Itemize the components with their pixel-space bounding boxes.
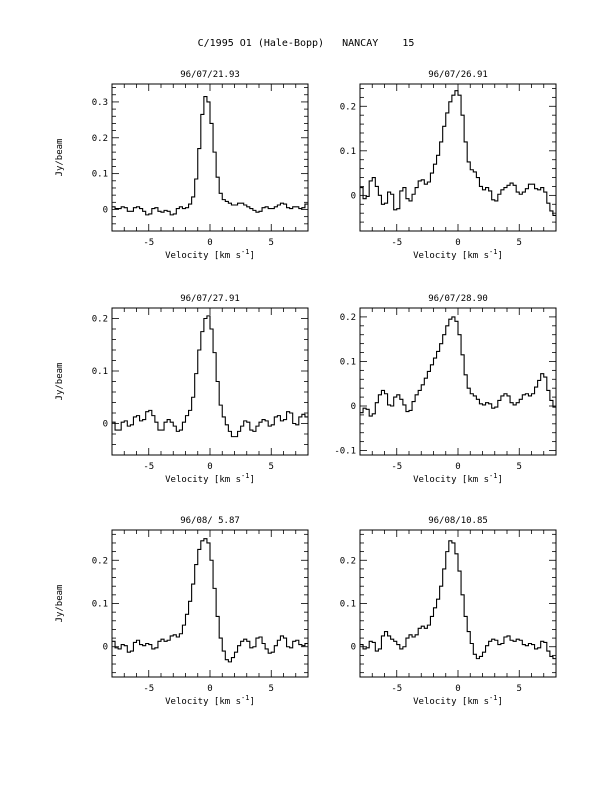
y-axis-label: Jy/beam bbox=[55, 585, 65, 623]
panel-3: 96/07/27.91 -5 0 5 0 0.1 0.2 Velocity [km s-1] J… bbox=[55, 294, 309, 485]
x-tick-label: 5 bbox=[269, 238, 274, 248]
x-axis-label: Velocity [km s-1] bbox=[413, 694, 503, 707]
y-tick-label: 0.1 bbox=[340, 600, 356, 610]
x-tick-label: 5 bbox=[517, 238, 522, 248]
x-tick-label: 0 bbox=[207, 238, 212, 248]
y-axis-label: Jy/beam bbox=[55, 363, 65, 401]
plot-frame bbox=[111, 307, 309, 456]
panel-2: 96/07/26.91 -5 0 5 0 0.1 0.2 Velocity [km s-1] bbox=[340, 70, 557, 261]
x-axis-label: Velocity [km s-1] bbox=[413, 472, 503, 485]
y-tick-label: 0.1 bbox=[92, 170, 108, 180]
x-axis-label: Velocity [km s-1] bbox=[165, 248, 255, 261]
y-tick-label: 0.2 bbox=[92, 134, 108, 144]
panel-title: 96/08/10.85 bbox=[428, 516, 488, 526]
y-tick-label: 0.2 bbox=[92, 556, 108, 566]
x-tick-label: 0 bbox=[207, 462, 212, 472]
x-axis-label: Velocity [km s-1] bbox=[165, 694, 255, 707]
x-tick-label: 5 bbox=[269, 462, 274, 472]
x-tick-label: 0 bbox=[455, 238, 460, 248]
y-tick-label: 0 bbox=[351, 402, 356, 412]
x-tick-label: 0 bbox=[455, 462, 460, 472]
x-axis-label: Velocity [km s-1] bbox=[165, 472, 255, 485]
y-tick-label: 0.1 bbox=[340, 357, 356, 367]
y-tick-label: 0 bbox=[103, 420, 108, 430]
panel-4: 96/07/28.90 -5 0 5 -0.1 0 0.1 0.2 Velocity [km s… bbox=[334, 294, 557, 485]
spectrum-line bbox=[360, 540, 556, 660]
panel-title: 96/07/21.93 bbox=[180, 70, 240, 80]
spectrum-line bbox=[112, 315, 308, 438]
x-tick-label: 0 bbox=[207, 684, 212, 694]
x-tick-label: -5 bbox=[143, 462, 154, 472]
x-tick-label: 5 bbox=[517, 462, 522, 472]
plot-frame bbox=[359, 83, 557, 232]
y-tick-label: 0.2 bbox=[340, 313, 356, 323]
y-tick-label: 0.2 bbox=[92, 315, 108, 325]
spectrum-line bbox=[112, 96, 308, 216]
spectrum-line bbox=[112, 538, 308, 663]
panel-title: 96/08/ 5.87 bbox=[180, 516, 240, 526]
x-tick-label: -5 bbox=[391, 462, 402, 472]
y-tick-label: 0.2 bbox=[340, 556, 356, 566]
y-tick-label: 0 bbox=[103, 205, 108, 215]
x-tick-label: 5 bbox=[517, 684, 522, 694]
x-tick-label: -5 bbox=[391, 238, 402, 248]
spectrum-line bbox=[360, 316, 556, 417]
y-tick-label: -0.1 bbox=[334, 447, 356, 457]
y-tick-label: 0.1 bbox=[92, 600, 108, 610]
panel-title: 96/07/28.90 bbox=[428, 294, 488, 304]
y-tick-label: 0 bbox=[351, 643, 356, 653]
y-tick-label: 0.1 bbox=[340, 147, 356, 157]
panel-5: 96/08/ 5.87 -5 0 5 0 0.1 0.2 Velocity [km s-1] J… bbox=[55, 516, 309, 707]
figure-title: C/1995 O1 (Hale-Bopp) NANCAY 15 bbox=[197, 38, 415, 49]
panel-1: 96/07/21.93 -5 0 5 0 0.1 0.2 0.3 Velocity [km s-… bbox=[55, 70, 309, 261]
spectrum-line bbox=[360, 90, 556, 216]
x-tick-label: -5 bbox=[143, 238, 154, 248]
panel-6: 96/08/10.85 -5 0 5 0 0.1 0.2 Velocity [km s-1] bbox=[340, 516, 557, 707]
y-tick-label: 0 bbox=[103, 643, 108, 653]
x-tick-label: 5 bbox=[269, 684, 274, 694]
panel-title: 96/07/27.91 bbox=[180, 294, 240, 304]
y-axis-label: Jy/beam bbox=[55, 139, 65, 177]
y-tick-label: 0 bbox=[351, 191, 356, 201]
x-tick-label: -5 bbox=[143, 684, 154, 694]
x-axis-label: Velocity [km s-1] bbox=[413, 248, 503, 261]
x-tick-label: -5 bbox=[391, 684, 402, 694]
y-tick-label: 0.3 bbox=[92, 98, 108, 108]
y-tick-label: 0.2 bbox=[340, 102, 356, 112]
x-tick-label: 0 bbox=[455, 684, 460, 694]
plot-frame bbox=[359, 529, 557, 678]
y-tick-label: 0.1 bbox=[92, 367, 108, 377]
panel-title: 96/07/26.91 bbox=[428, 70, 488, 80]
